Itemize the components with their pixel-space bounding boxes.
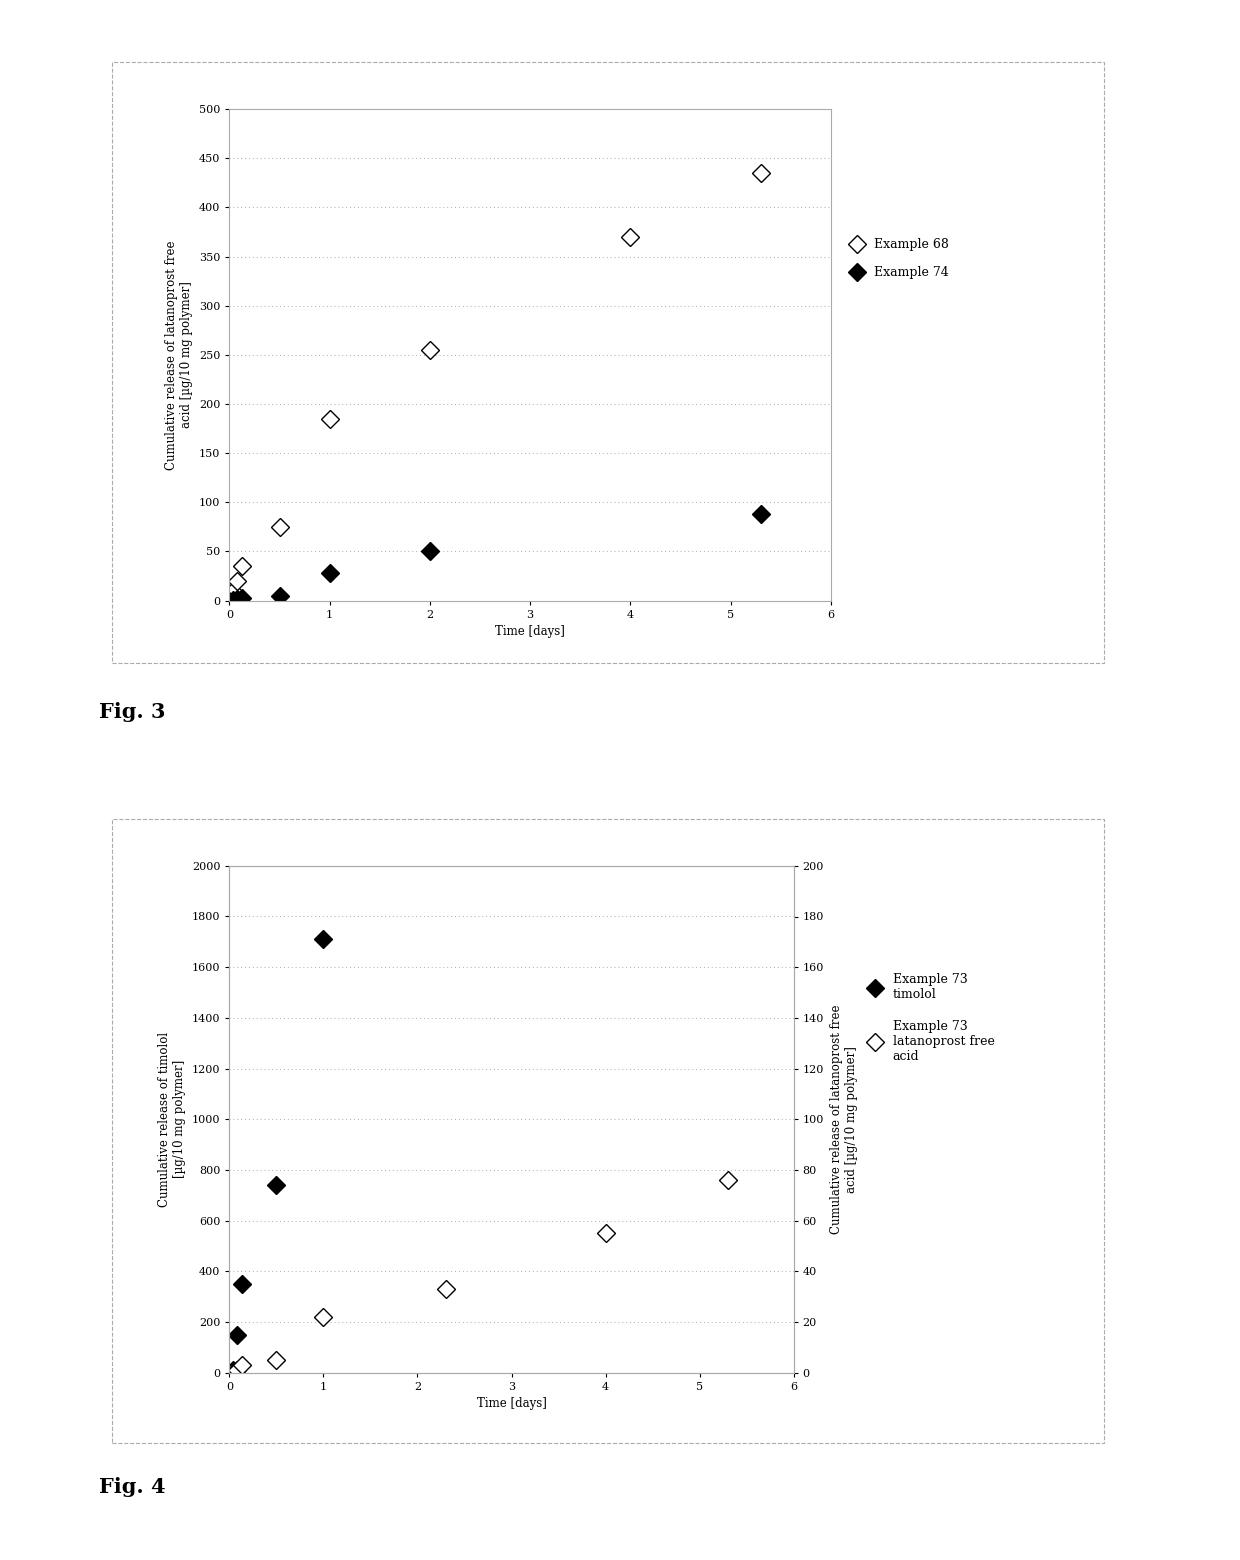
- Y-axis label: Cumulative release of timolol
[µg/10 mg polymer]: Cumulative release of timolol [µg/10 mg …: [159, 1031, 186, 1207]
- Example 74: [322, 563, 337, 582]
- Example 68: [423, 340, 438, 359]
- Text: Fig. 4: Fig. 4: [99, 1477, 166, 1498]
- Text: Fig. 3: Fig. 3: [99, 702, 166, 722]
- Example 68: [226, 582, 241, 601]
- Y-axis label: Cumulative release of latanoprost free
acid [µg/10 mg polymer]: Cumulative release of latanoprost free a…: [830, 1005, 858, 1234]
- Example 68: [322, 409, 337, 427]
- Example 74: [236, 588, 250, 607]
- Y-axis label: Cumulative release of latanoprost free
acid [µg/10 mg polymer]: Cumulative release of latanoprost free a…: [165, 240, 193, 470]
- Example 74: [229, 590, 244, 608]
- Line: Example 74: Example 74: [223, 509, 766, 607]
- Example 68: [236, 557, 250, 576]
- Example 68: [622, 228, 637, 246]
- X-axis label: Time [days]: Time [days]: [476, 1398, 547, 1410]
- Example 68: [753, 164, 768, 183]
- Legend: Example 68, Example 74: Example 68, Example 74: [849, 239, 949, 279]
- Legend: Example 73
timolol, Example 73
latanoprost free
acid: Example 73 timolol, Example 73 latanopro…: [868, 973, 994, 1064]
- Example 68: [222, 591, 237, 610]
- Example 74: [226, 590, 241, 608]
- Example 74: [753, 505, 768, 524]
- Line: Example 68: Example 68: [223, 167, 766, 607]
- Example 74: [222, 591, 237, 610]
- X-axis label: Time [days]: Time [days]: [495, 626, 565, 638]
- Example 74: [272, 587, 286, 605]
- Example 68: [272, 518, 286, 537]
- Example 68: [229, 571, 244, 590]
- Example 74: [423, 543, 438, 562]
